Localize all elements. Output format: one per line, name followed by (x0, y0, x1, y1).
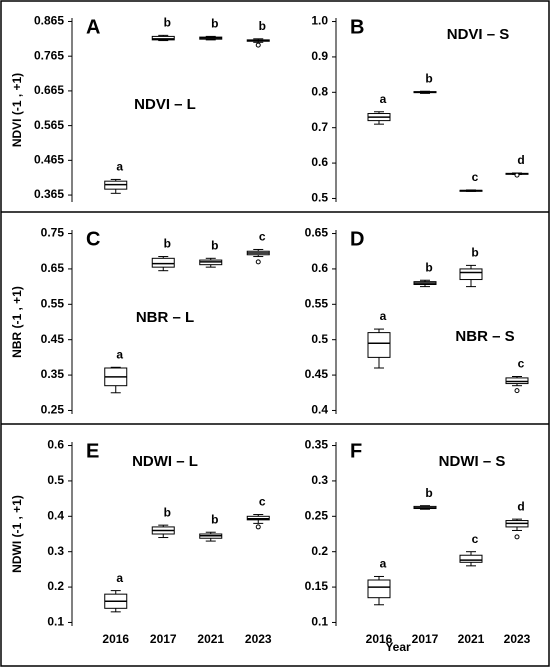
group-letter: d (517, 153, 524, 167)
y-tick-label: 0.45 (305, 367, 329, 381)
panel-label: D (350, 228, 364, 250)
y-tick-label: 0.4 (311, 403, 328, 417)
group-letter: b (471, 246, 478, 260)
panel-title: NDWI – S (439, 453, 506, 470)
y-tick-label: 0.25 (305, 508, 329, 522)
y-tick-label: 0.3 (311, 473, 328, 487)
y-tick-label: 0.5 (47, 473, 64, 487)
outlier (514, 388, 520, 394)
panel-label: A (86, 16, 100, 38)
y-tick-label: 0.5 (311, 332, 328, 346)
outlier (514, 172, 520, 178)
y-tick-label: 0.2 (311, 544, 328, 558)
y-tick-label: 0.45 (41, 332, 65, 346)
group-letter: a (380, 557, 387, 571)
outlier (255, 42, 261, 48)
y-tick-label: 0.465 (34, 153, 64, 167)
box (367, 579, 391, 599)
y-tick-label: 0.6 (47, 438, 64, 452)
panel-label: E (86, 440, 99, 462)
group-letter: b (425, 486, 432, 500)
x-tick-label: 2023 (504, 632, 531, 646)
y-tick-label: 0.35 (41, 367, 65, 381)
panel-label: F (350, 440, 362, 462)
group-letter: b (259, 19, 266, 33)
x-tick-label: 2021 (458, 632, 485, 646)
y-axis-label: NDWI (-1 , +1) (10, 495, 24, 573)
y-tick-label: 0.1 (47, 615, 64, 629)
group-letter: b (425, 71, 432, 85)
group-letter: a (116, 571, 123, 585)
y-tick-label: 0.75 (41, 226, 65, 240)
y-tick-label: 0.4 (47, 508, 64, 522)
y-tick-label: 0.365 (34, 187, 64, 201)
y-tick-label: 0.65 (41, 261, 65, 275)
box (459, 554, 483, 563)
panel-title: NBR – S (455, 328, 514, 345)
group-letter: c (472, 170, 479, 184)
x-tick-label: 2017 (150, 632, 177, 646)
group-letter: b (164, 505, 171, 519)
y-tick-label: 0.565 (34, 118, 64, 132)
panel-title: NBR – L (136, 309, 194, 326)
panel-label: C (86, 228, 100, 250)
group-letter: a (380, 309, 387, 323)
x-tick-label: 2016 (102, 632, 129, 646)
y-axis-label: NDVI (-1 , +1) (10, 73, 24, 147)
y-tick-label: 0.3 (47, 544, 64, 558)
group-letter: c (259, 230, 266, 244)
y-tick-label: 0.7 (311, 120, 328, 134)
y-tick-label: 0.35 (305, 438, 329, 452)
panel-title: NDWI – L (132, 453, 198, 470)
y-tick-label: 0.65 (305, 226, 329, 240)
y-tick-label: 0.8 (311, 84, 328, 98)
y-tick-label: 1.0 (311, 14, 328, 28)
y-tick-label: 0.55 (41, 296, 65, 310)
group-letter: c (472, 532, 479, 546)
group-letter: b (164, 237, 171, 251)
panel-title: NDVI – L (134, 96, 196, 113)
y-tick-label: 0.9 (311, 49, 328, 63)
group-letter: a (116, 160, 123, 174)
box (151, 257, 175, 268)
y-tick-label: 0.765 (34, 48, 64, 62)
x-tick-label: 2016 (366, 632, 393, 646)
group-letter: b (164, 16, 171, 30)
x-tick-label: 2023 (245, 632, 272, 646)
y-axis-label: NBR (-1 , +1) (10, 286, 24, 358)
outlier (514, 534, 520, 540)
panel-label: B (350, 16, 364, 38)
y-tick-label: 0.55 (305, 296, 329, 310)
group-letter: a (116, 347, 123, 361)
group-letter: b (211, 512, 218, 526)
x-axis-label: Year (385, 640, 411, 654)
outlier (255, 259, 261, 265)
group-letter: b (211, 17, 218, 31)
panel-title: NDVI – S (447, 26, 510, 43)
y-tick-label: 0.2 (47, 579, 64, 593)
y-tick-label: 0.665 (34, 83, 64, 97)
group-letter: c (518, 357, 525, 371)
group-letter: b (425, 260, 432, 274)
y-tick-label: 0.1 (311, 615, 328, 629)
group-letter: a (380, 92, 387, 106)
outlier (255, 524, 261, 530)
group-letter: d (517, 499, 524, 513)
box (459, 268, 483, 281)
group-letter: b (211, 238, 218, 252)
x-tick-label: 2017 (412, 632, 439, 646)
y-tick-label: 0.15 (305, 579, 329, 593)
group-letter: c (259, 495, 266, 509)
y-tick-label: 0.6 (311, 155, 328, 169)
y-tick-label: 0.6 (311, 261, 328, 275)
y-tick-label: 0.5 (311, 191, 328, 205)
x-tick-label: 2021 (197, 632, 224, 646)
y-tick-label: 0.865 (34, 14, 64, 28)
box (367, 332, 391, 358)
y-tick-label: 0.25 (41, 403, 65, 417)
